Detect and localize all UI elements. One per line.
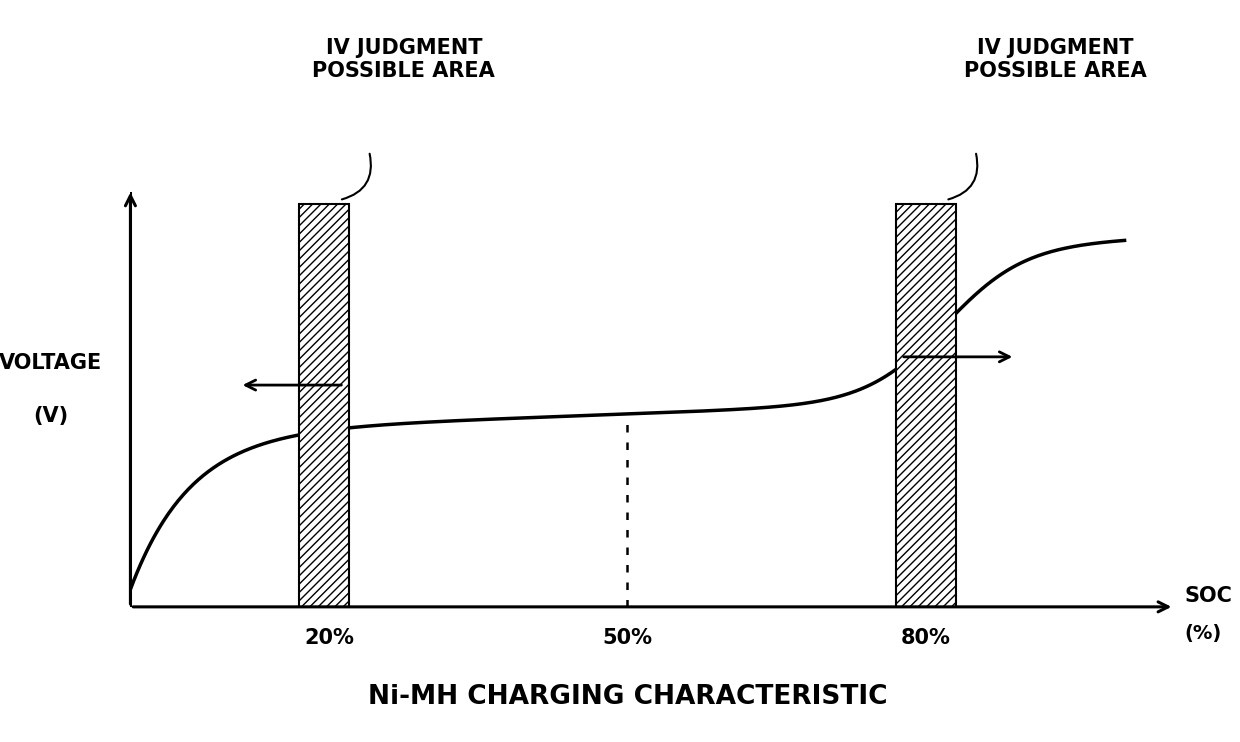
Text: 50%: 50% <box>603 628 652 648</box>
Text: Ni-MH CHARGING CHARACTERISTIC: Ni-MH CHARGING CHARACTERISTIC <box>368 684 888 710</box>
Text: VOLTAGE: VOLTAGE <box>0 353 103 373</box>
Text: IV JUDGMENT
POSSIBLE AREA: IV JUDGMENT POSSIBLE AREA <box>963 38 1146 81</box>
Bar <box>897 203 956 607</box>
Text: (V): (V) <box>33 406 68 426</box>
Text: (%): (%) <box>1184 625 1221 643</box>
Bar <box>299 203 350 607</box>
Text: 20%: 20% <box>304 628 355 648</box>
Text: SOC: SOC <box>1184 586 1233 606</box>
Text: IV JUDGMENT
POSSIBLE AREA: IV JUDGMENT POSSIBLE AREA <box>312 38 495 81</box>
Text: 80%: 80% <box>900 628 951 648</box>
